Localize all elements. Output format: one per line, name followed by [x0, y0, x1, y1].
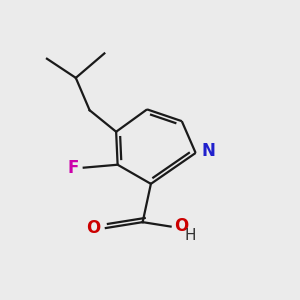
Text: O: O	[174, 217, 188, 235]
Text: O: O	[86, 219, 100, 237]
Text: H: H	[185, 229, 196, 244]
Text: F: F	[67, 159, 79, 177]
Text: N: N	[202, 142, 215, 160]
